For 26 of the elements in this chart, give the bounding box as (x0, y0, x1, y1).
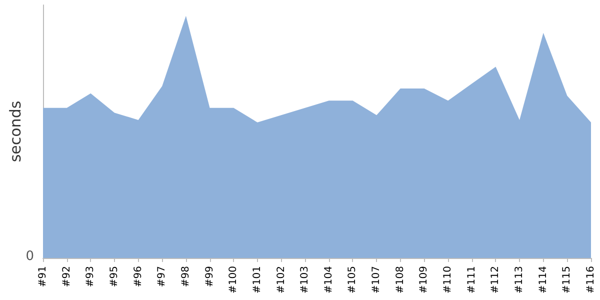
x-tick-label: #101 (252, 266, 263, 294)
x-tick-label: #104 (323, 266, 334, 294)
x-tick-label: #105 (347, 266, 358, 294)
x-tick-label: #91 (38, 266, 48, 288)
x-tick-label: #111 (466, 266, 478, 294)
x-tick-label: #103 (300, 266, 311, 294)
x-tick-label: #97 (156, 266, 168, 288)
text: 0 (26, 249, 34, 264)
x-tick-label: #102 (276, 266, 287, 294)
x-tick-label: #98 (180, 266, 192, 288)
x-tick-label: #116 (586, 266, 596, 294)
x-tick-label: #113 (514, 266, 526, 294)
x-tick-label: #95 (108, 266, 120, 288)
x-tick-label: #99 (204, 266, 216, 288)
x-tick-label: #100 (228, 266, 240, 294)
x-tick-label: #108 (394, 266, 406, 294)
x-tick-label: #110 (442, 266, 454, 294)
x-tick-label: #96 (132, 266, 144, 288)
x-tick-label: #107 (371, 266, 382, 294)
x-tick-label: #112 (490, 266, 502, 294)
x-tick-label: #114 (538, 266, 549, 294)
x-tick-label: #115 (562, 266, 573, 294)
x-tick-label: #109 (418, 266, 430, 294)
x-tick-label: #92 (61, 266, 72, 288)
y-axis-title: seconds (6, 100, 24, 162)
x-tick-label: #93 (85, 266, 96, 288)
